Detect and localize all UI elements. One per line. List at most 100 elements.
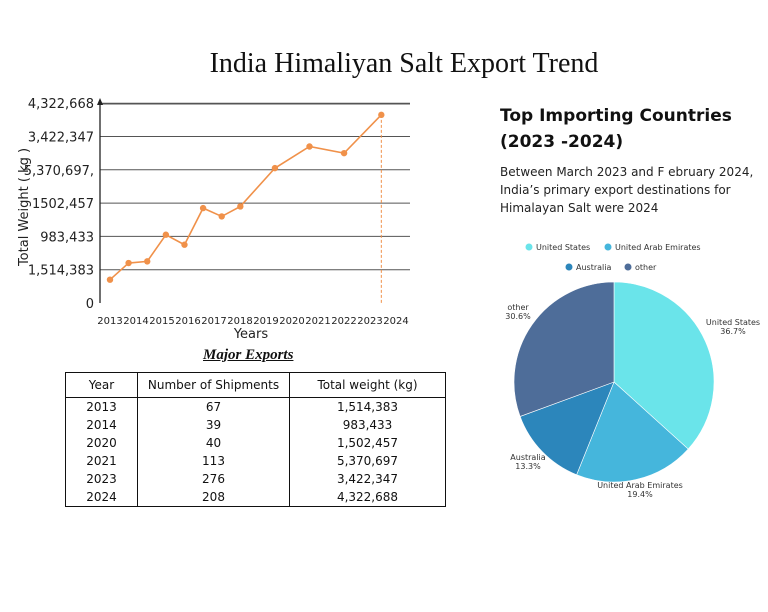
x-tick-label: 2019 bbox=[253, 316, 278, 327]
legend-marker bbox=[565, 263, 573, 271]
table-row: 2014 39 983,433 bbox=[65, 416, 446, 434]
cell-shipments: 113 bbox=[137, 452, 290, 470]
y-tick-label: 983,433 bbox=[40, 230, 94, 245]
cell-shipments: 67 bbox=[137, 397, 290, 416]
slice-label-value: 19.4% bbox=[627, 490, 653, 499]
header-shipments: Number of Shipments bbox=[137, 372, 290, 398]
x-tick-label: 2018 bbox=[227, 316, 252, 327]
x-tick-label: 2024 bbox=[383, 316, 408, 327]
data-point bbox=[218, 213, 225, 220]
slice-label-value: 36.7% bbox=[720, 327, 746, 336]
cell-weight: 4,322,688 bbox=[289, 488, 446, 507]
x-axis-title: Years bbox=[233, 327, 269, 342]
y-axis-arrow bbox=[97, 98, 103, 105]
y-tick-label: 4,322,668 bbox=[28, 97, 94, 112]
cell-shipments: 39 bbox=[137, 416, 290, 434]
cell-shipments: 40 bbox=[137, 434, 290, 452]
line-chart: 0 1,514,383 983,433 1502,457 5,370,697, 3,422… bbox=[17, 97, 410, 342]
pie-slice bbox=[613, 281, 715, 450]
x-tick-label: 2023 bbox=[357, 316, 382, 327]
x-tick-label: 2022 bbox=[331, 316, 356, 327]
table-title: Major Exports bbox=[203, 347, 294, 363]
legend-marker bbox=[604, 243, 612, 251]
x-tick-label: 2020 bbox=[279, 316, 304, 327]
slice-label-value: 13.3% bbox=[515, 462, 541, 471]
x-tick-labels: 2013 2014 2015 2016 2017 2018 2019 2020 2021 2022… bbox=[97, 316, 408, 327]
y-tick-label: 3,422,347 bbox=[28, 131, 94, 146]
pie-section-title: Top Importing Countries (2023 -2024) bbox=[500, 103, 732, 155]
legend-label: other bbox=[635, 263, 657, 272]
legend-label: United Arab Emirates bbox=[615, 243, 701, 252]
chart-gridlines bbox=[100, 102, 410, 271]
legend-marker bbox=[624, 263, 632, 271]
slice-label-name: United States bbox=[706, 318, 760, 327]
legend-marker bbox=[525, 243, 533, 251]
pie-slice bbox=[576, 381, 689, 483]
data-point bbox=[162, 231, 170, 238]
cell-weight: 983,433 bbox=[289, 416, 446, 434]
y-tick-label: 1,514,383 bbox=[28, 264, 94, 279]
pie-slices bbox=[513, 281, 715, 483]
table-row: 2021 113 5,370,697 bbox=[65, 452, 446, 470]
data-point bbox=[106, 276, 114, 283]
table-header-row: Year Number of Shipments Total weight (k… bbox=[65, 372, 446, 398]
x-tick-label: 2013 bbox=[97, 316, 122, 327]
x-tick-label: 2017 bbox=[201, 316, 226, 327]
data-point bbox=[340, 149, 348, 157]
slice-label-name: other bbox=[507, 303, 529, 312]
y-axis-title: Total Weight ( kg ) bbox=[17, 148, 32, 267]
cell-shipments: 208 bbox=[137, 488, 290, 507]
cell-weight: 3,422,347 bbox=[289, 470, 446, 488]
y-tick-label: 0 bbox=[86, 297, 94, 312]
chart-axes bbox=[97, 98, 103, 303]
main-title: India Himaliyan Salt Export Trend bbox=[209, 48, 599, 79]
pie-title-line2: (2023 -2024) bbox=[500, 132, 624, 152]
pie-slice bbox=[513, 281, 615, 417]
y-tick-label: 1502,457 bbox=[32, 197, 94, 212]
y-tick-label: 5,370,697, bbox=[24, 164, 94, 179]
data-point bbox=[306, 143, 313, 150]
table-row: 2024 208 4,322,688 bbox=[65, 488, 446, 507]
x-tick-label: 2014 bbox=[123, 316, 148, 327]
x-tick-label: 2021 bbox=[305, 316, 330, 327]
data-point bbox=[144, 258, 151, 265]
cell-year: 2024 bbox=[65, 488, 138, 507]
table-row: 2013 67 1,514,383 bbox=[65, 397, 446, 416]
cell-year: 2023 bbox=[65, 470, 138, 488]
data-point bbox=[378, 111, 385, 119]
cell-year: 2014 bbox=[65, 416, 138, 434]
data-point bbox=[199, 204, 207, 212]
header-weight: Total weight (kg) bbox=[289, 372, 446, 398]
series-line bbox=[109, 114, 382, 281]
cell-year: 2013 bbox=[65, 397, 138, 416]
slice-label-value: 30.6% bbox=[505, 312, 531, 321]
x-tick-label: 2016 bbox=[175, 316, 200, 327]
pie-legend: United States United Arab Emirates Austral… bbox=[525, 243, 701, 272]
data-point bbox=[181, 241, 188, 248]
header-year: Year bbox=[65, 372, 138, 398]
legend-label: United States bbox=[536, 243, 590, 252]
cell-year: 2020 bbox=[65, 434, 138, 452]
cell-weight: 5,370,697 bbox=[289, 452, 446, 470]
cell-weight: 1,502,457 bbox=[289, 434, 446, 452]
cell-weight: 1,514,383 bbox=[289, 397, 446, 416]
line-series bbox=[106, 111, 385, 303]
pie-chart: United States United Arab Emirates Austral… bbox=[505, 243, 760, 499]
table-row: 2023 276 3,422,347 bbox=[65, 470, 446, 488]
table-row: 2020 40 1,502,457 bbox=[65, 434, 446, 452]
pie-slice bbox=[519, 381, 615, 476]
pie-description: Between March 2023 and F ebruary 2024, I… bbox=[500, 165, 754, 215]
cell-year: 2021 bbox=[65, 452, 138, 470]
slice-label-name: Australia bbox=[510, 453, 545, 462]
major-exports-table: Year Number of Shipments Total weight (k… bbox=[65, 372, 446, 507]
data-point bbox=[237, 203, 244, 210]
slice-label-name: United Arab Emirates bbox=[597, 481, 683, 490]
x-tick-label: 2015 bbox=[149, 316, 174, 327]
legend-label: Australia bbox=[576, 263, 611, 272]
pie-title-line1: Top Importing Countries bbox=[500, 106, 732, 126]
cell-shipments: 276 bbox=[137, 470, 290, 488]
data-point bbox=[271, 164, 279, 172]
data-point bbox=[125, 259, 132, 267]
y-tick-labels: 0 1,514,383 983,433 1502,457 5,370,697, 3,422… bbox=[24, 97, 94, 312]
